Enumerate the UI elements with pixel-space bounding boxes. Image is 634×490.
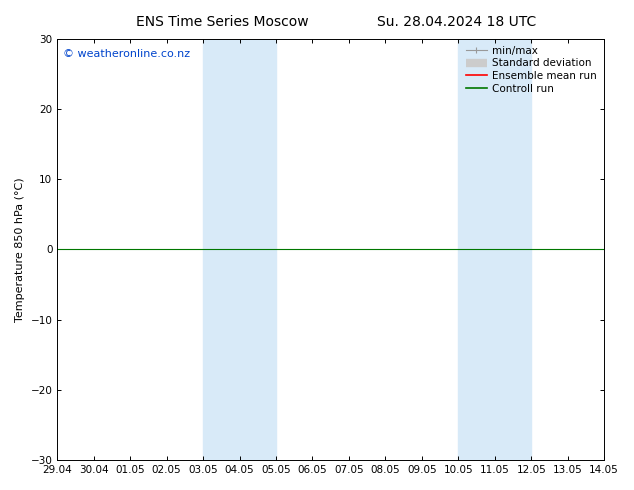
Text: © weatheronline.co.nz: © weatheronline.co.nz bbox=[63, 49, 190, 59]
Text: ENS Time Series Moscow: ENS Time Series Moscow bbox=[136, 15, 308, 29]
Bar bbox=[203, 39, 276, 460]
Y-axis label: Temperature 850 hPa (°C): Temperature 850 hPa (°C) bbox=[15, 177, 25, 321]
Text: Su. 28.04.2024 18 UTC: Su. 28.04.2024 18 UTC bbox=[377, 15, 536, 29]
Bar bbox=[458, 39, 531, 460]
Legend: min/max, Standard deviation, Ensemble mean run, Controll run: min/max, Standard deviation, Ensemble me… bbox=[464, 44, 599, 96]
